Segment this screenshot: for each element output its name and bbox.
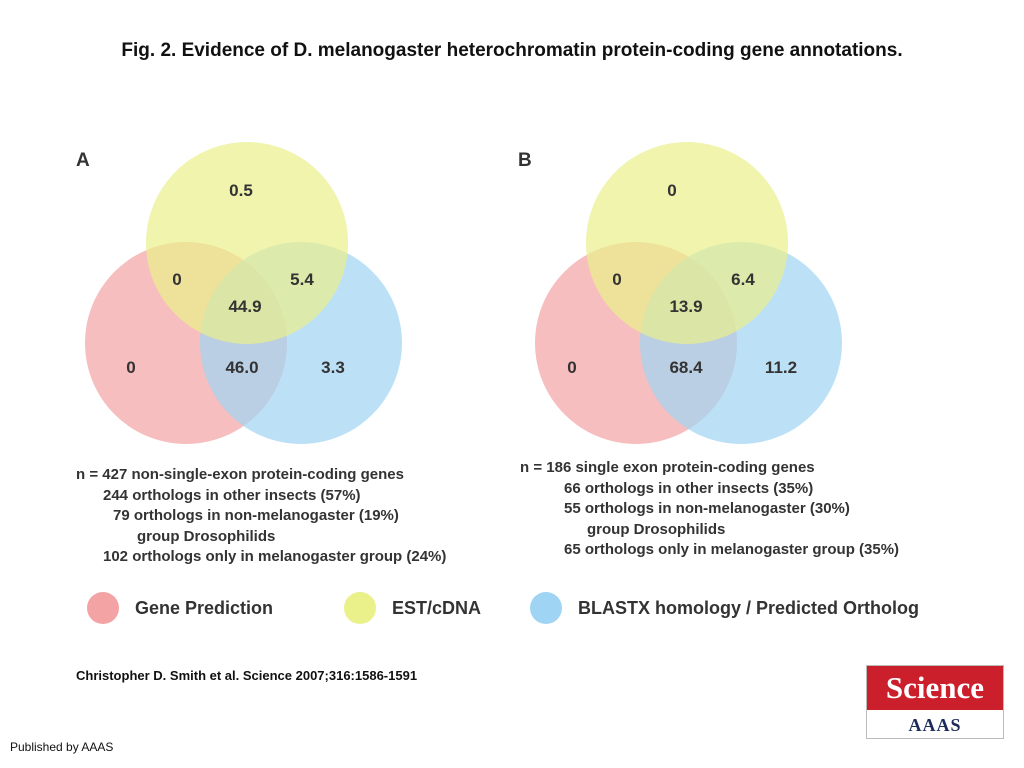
panel-a-letter: A	[76, 150, 90, 171]
est-cdna-swatch	[344, 592, 376, 624]
region-blastx-only-b: 11.2	[765, 358, 797, 377]
panel-b-note-melanogaster-only: 65 orthologs only in melanogaster group …	[564, 541, 900, 558]
region-gene-est-b: 0	[612, 270, 621, 289]
legend-est-cdna-label: EST/cDNA	[392, 597, 482, 618]
legend-gene-prediction-label: Gene Prediction	[135, 597, 274, 618]
panel-a-note-non-melanogaster: 79 orthologs in non-melanogaster (19%)	[113, 507, 399, 524]
legend-blastx-label: BLASTX homology / Predicted Ortholog	[578, 597, 920, 618]
panel-b-note-group: group Drosophilids	[587, 520, 726, 538]
est-cdna-circle-b	[586, 142, 788, 344]
science-logo: Science AAAS	[866, 665, 1004, 739]
panel-a-note-melanogaster-only: 102 orthologs only in melanogaster group…	[103, 548, 447, 565]
region-blastx-only-a: 3.3	[321, 358, 345, 377]
venn-panel-a: A 0.5 0 5.4 44.9 0 46.0 3.3	[76, 142, 402, 444]
region-est-blastx-b: 6.4	[731, 270, 755, 289]
region-gene-only-a: 0	[126, 358, 135, 377]
figure-title: Fig. 2. Evidence of D. melanogaster hete…	[121, 40, 903, 61]
science-logo-wordmark: Science	[867, 666, 1003, 710]
aaas-logo-wordmark: AAAS	[908, 715, 962, 735]
citation: Christopher D. Smith et al. Science 2007…	[76, 668, 418, 683]
region-est-only-b: 0	[667, 181, 676, 200]
est-cdna-circle-a	[146, 142, 348, 344]
panel-a-notes: n = 427 non-single-exon protein-coding g…	[76, 465, 446, 568]
panel-b-note-total: n = 186 single exon protein-coding genes	[520, 459, 815, 476]
publisher-credit: Published by AAAS	[10, 740, 114, 754]
region-all-three-b: 13.9	[669, 297, 702, 316]
panel-b-letter: B	[518, 150, 532, 171]
region-gene-blastx-b: 68.4	[669, 358, 703, 377]
legend-blastx: BLASTX homology / Predicted Ortholog	[530, 592, 919, 624]
gene-prediction-swatch	[87, 592, 119, 624]
panel-b-note-non-melanogaster: 55 orthologs in non-melanogaster (30%)	[564, 500, 850, 517]
region-gene-est-a: 0	[172, 270, 181, 289]
panel-a-note-total: n = 427 non-single-exon protein-coding g…	[76, 466, 404, 483]
region-est-blastx-a: 5.4	[290, 270, 314, 289]
legend-est-cdna: EST/cDNA	[344, 592, 481, 624]
region-gene-only-b: 0	[567, 358, 576, 377]
panel-b-note-insects: 66 orthologs in other insects (35%)	[564, 479, 814, 497]
blastx-swatch	[530, 592, 562, 624]
venn-panel-b: B 0 0 6.4 13.9 0 68.4 11.2	[518, 142, 842, 444]
legend-gene-prediction: Gene Prediction	[87, 592, 273, 624]
panel-a-note-insects: 244 orthologs in other insects (57%)	[103, 486, 361, 504]
region-all-three-a: 44.9	[228, 297, 261, 316]
panel-a-note-group: group Drosophilids	[137, 527, 276, 545]
region-est-only-a: 0.5	[229, 181, 253, 200]
panel-b-notes: n = 186 single exon protein-coding genes…	[520, 458, 899, 561]
region-gene-blastx-a: 46.0	[225, 358, 258, 377]
